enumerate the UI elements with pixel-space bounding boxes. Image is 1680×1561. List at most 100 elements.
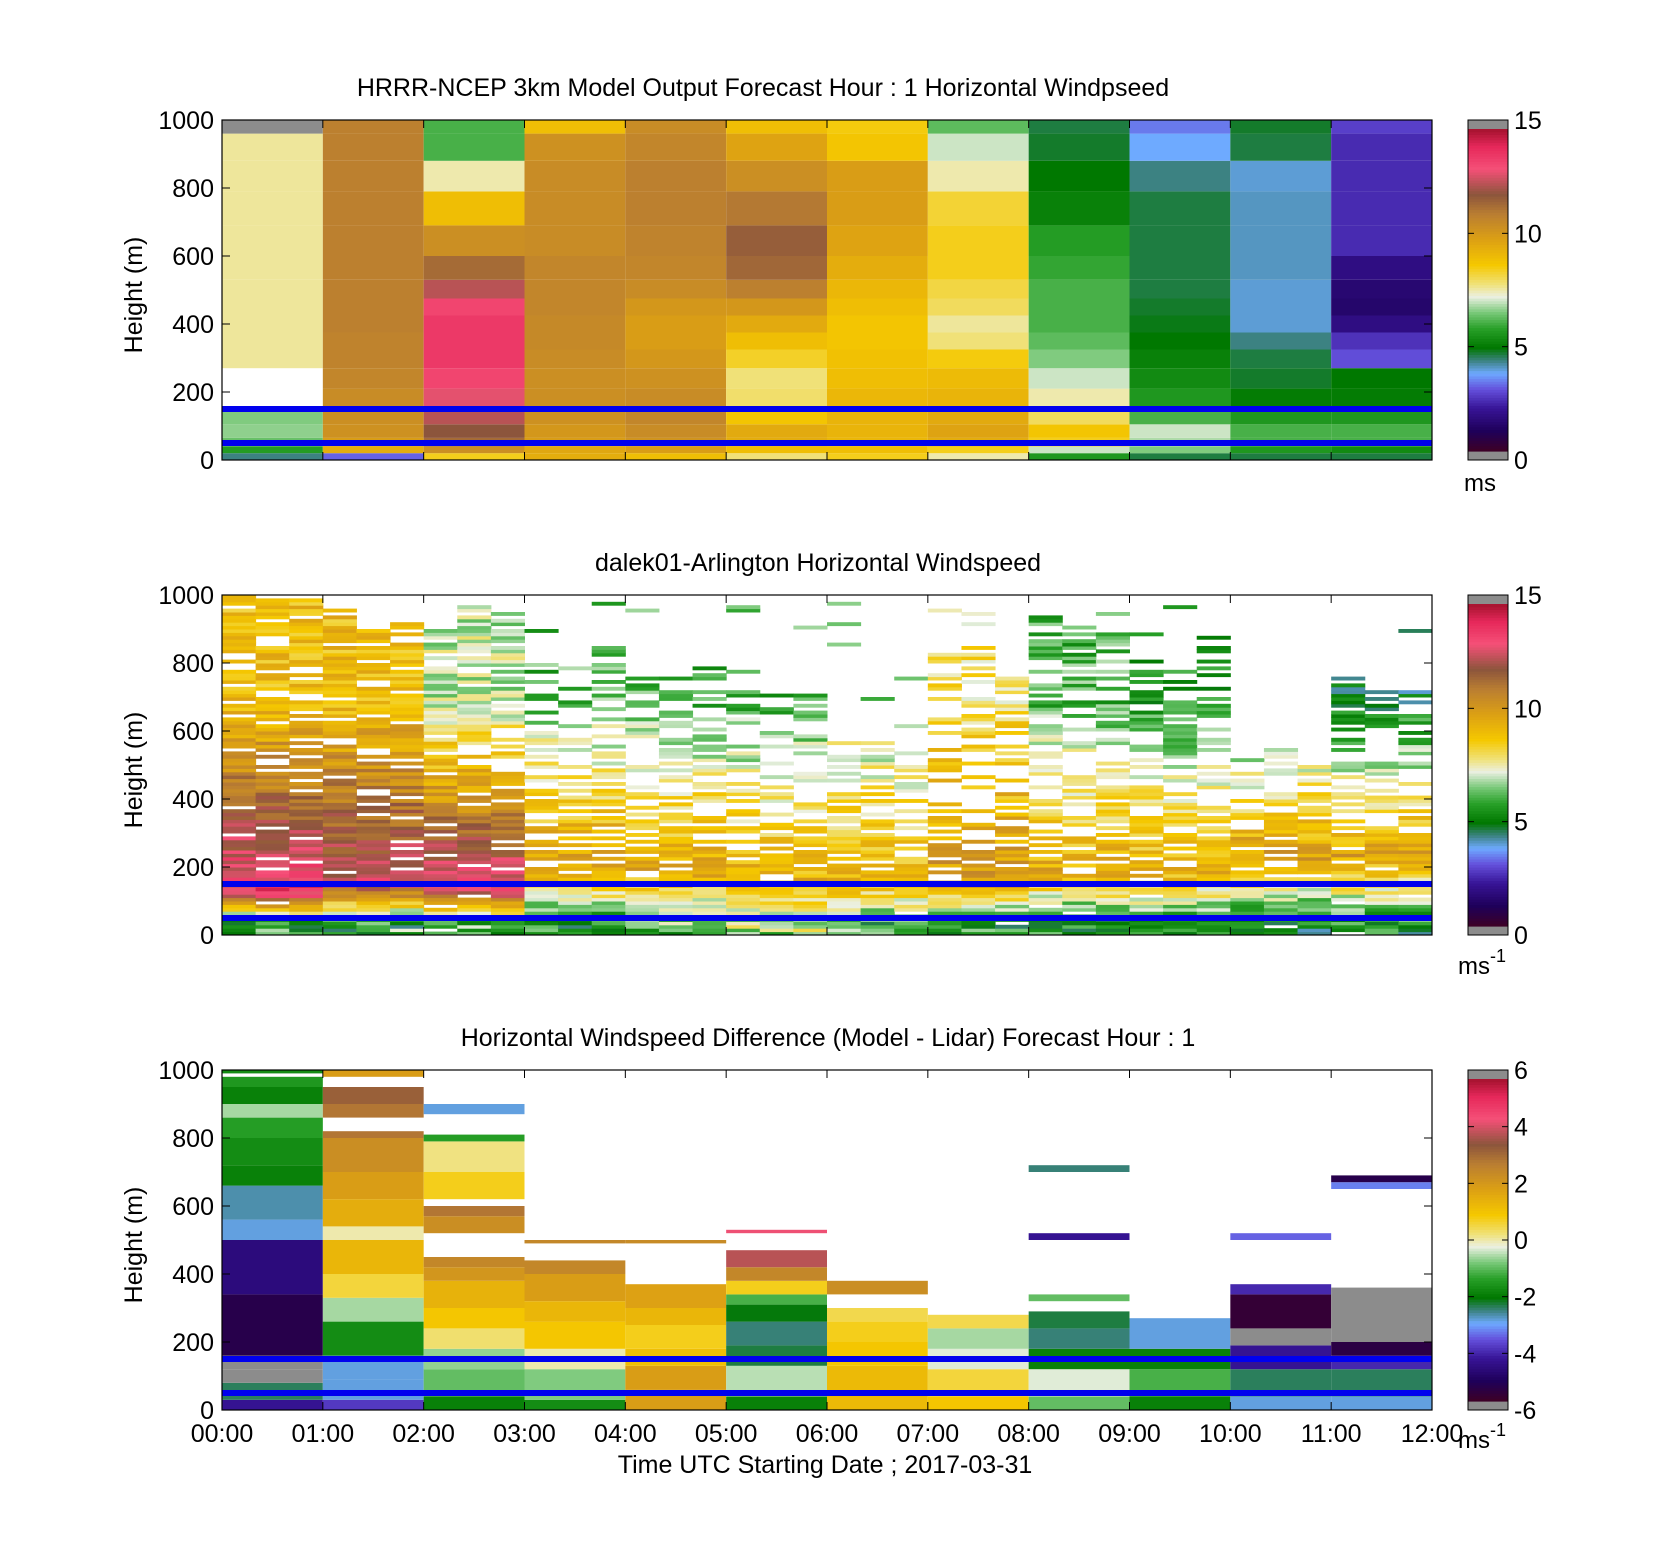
heatmap-cell [390, 710, 425, 715]
heatmap-cell [1062, 748, 1097, 752]
heatmap-cell [490, 856, 525, 861]
heatmap-cell [1129, 298, 1231, 316]
heatmap-cell [1398, 809, 1433, 814]
heatmap-cell [927, 697, 962, 701]
colorbar-segment [1468, 1315, 1508, 1319]
heatmap-cell [1398, 873, 1433, 878]
heatmap-cell [222, 646, 257, 650]
heatmap-cell [995, 850, 1030, 854]
heatmap-cell [524, 388, 626, 408]
heatmap-cell [1331, 887, 1366, 892]
heatmap-cell [423, 683, 458, 688]
colorbar-tick-label: 2 [1514, 1170, 1528, 1198]
colorbar-segment [1468, 614, 1508, 619]
heatmap-cell [1163, 765, 1198, 769]
heatmap-cell [625, 928, 660, 933]
heatmap-cell [356, 877, 391, 882]
heatmap-cell [457, 635, 492, 640]
heatmap-cell [222, 853, 257, 858]
heatmap-cell [222, 887, 257, 892]
heatmap-cell [1263, 819, 1299, 824]
heatmap-cell [322, 887, 357, 892]
heatmap-cell [390, 931, 425, 936]
heatmap-cell [558, 856, 593, 861]
heatmap-cell [625, 388, 727, 408]
heatmap-cell [222, 595, 257, 599]
heatmap-cell [222, 632, 257, 637]
heatmap-cell [255, 931, 290, 936]
heatmap-cell [423, 724, 458, 729]
heatmap-cell [322, 850, 357, 854]
heatmap-cell [1364, 877, 1399, 882]
heatmap-cell [692, 819, 727, 824]
heatmap-cell [1129, 1318, 1231, 1349]
heatmap-cell [860, 822, 895, 827]
heatmap-cell [457, 622, 492, 627]
heatmap-cell [423, 690, 458, 695]
heatmap-cell [490, 802, 525, 807]
heatmap-cell [1196, 819, 1231, 824]
heatmap-cell [625, 850, 660, 854]
heatmap-cell [457, 877, 492, 882]
heatmap-cell [356, 649, 391, 654]
colorbar-segment [1468, 1108, 1508, 1112]
heatmap-cell [1230, 931, 1265, 936]
heatmap-cell [692, 666, 727, 671]
heatmap-cell [1398, 822, 1433, 827]
colorbar-segment [1468, 899, 1508, 903]
heatmap-cell [1331, 890, 1366, 895]
heatmap-cell [793, 693, 828, 698]
heatmap-cell [322, 805, 357, 810]
heatmap-cell [255, 703, 290, 708]
heatmap-cell [390, 863, 425, 868]
heatmap-cell [423, 424, 525, 438]
heatmap-cell [1196, 778, 1231, 783]
heatmap-cell [1028, 646, 1063, 650]
heatmap-cell [591, 873, 626, 878]
heatmap-cell [1297, 846, 1332, 851]
heatmap-cell [625, 856, 660, 861]
heatmap-cell [995, 870, 1030, 875]
heatmap-cell [558, 850, 593, 854]
colorbar-segment [1468, 1170, 1508, 1174]
heatmap-cell [1095, 720, 1130, 725]
heatmap-cell [457, 816, 492, 820]
heatmap-cell [558, 873, 593, 878]
heatmap-cell [457, 826, 492, 831]
heatmap-cell [1230, 256, 1332, 280]
heatmap-cell [356, 768, 391, 773]
heatmap-cell [625, 315, 727, 333]
heatmap-cell [1196, 867, 1231, 871]
heatmap-cell [726, 894, 761, 899]
heatmap-cell [289, 890, 324, 895]
heatmap-cell [524, 911, 559, 916]
heatmap-cell [457, 741, 492, 746]
heatmap-cell [927, 731, 962, 735]
colorbar-tick-label: 0 [1514, 922, 1528, 950]
heatmap-cell [289, 629, 324, 633]
heatmap-cell [726, 1229, 827, 1234]
heatmap-cell [927, 836, 962, 841]
heatmap-cell [390, 686, 425, 691]
heatmap-cell [490, 754, 525, 759]
heatmap-cell [961, 720, 996, 725]
heatmap-cell [726, 1396, 827, 1410]
heatmap-cell [490, 788, 525, 793]
heatmap-cell [1398, 867, 1433, 871]
heatmap-cell [1263, 795, 1299, 800]
heatmap-cell [927, 279, 1029, 299]
heatmap-cell [1263, 890, 1299, 895]
heatmap-cell [625, 1365, 727, 1390]
heatmap-cell [894, 799, 929, 803]
heatmap-cell [961, 867, 996, 871]
heatmap-cell [1331, 809, 1366, 814]
heatmap-cell [457, 778, 492, 783]
heatmap-cell [726, 744, 761, 749]
heatmap-cell [1095, 741, 1130, 746]
heatmap-cell [322, 680, 357, 684]
heatmap-cell [759, 870, 794, 875]
heatmap-cell [692, 829, 727, 834]
heatmap-cell [1062, 744, 1097, 749]
heatmap-cell [625, 225, 727, 256]
heatmap-cell [1331, 748, 1366, 752]
